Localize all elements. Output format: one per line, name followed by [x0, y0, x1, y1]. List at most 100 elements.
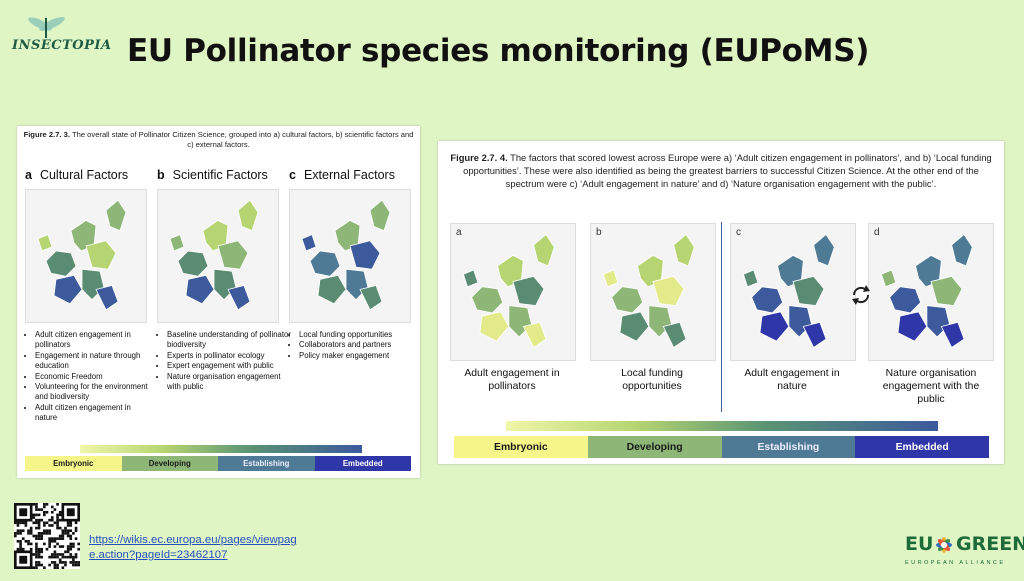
eu-green-text: EU	[905, 533, 934, 555]
map-region	[317, 274, 347, 305]
map-region	[237, 199, 259, 232]
figure-panel-left: Figure 2.7. 3. The overall state of Poll…	[17, 126, 420, 478]
europe-map-cultural	[25, 189, 147, 323]
map-label-d: Nature organisation engagement with the …	[882, 368, 980, 405]
map-label-c: Adult engagement in nature	[744, 368, 840, 392]
europe-map-d	[868, 223, 994, 361]
europe-map-b	[590, 223, 716, 361]
europe-map-graphic	[301, 199, 391, 311]
map-divider	[721, 222, 722, 412]
caption-label: Figure 2.7. 4.	[450, 152, 508, 163]
map-region	[802, 321, 827, 349]
map-region	[930, 275, 963, 307]
map-region	[792, 275, 825, 307]
europe-map-graphic	[880, 233, 973, 349]
list-item: Nature organisation engagement with publ…	[167, 372, 291, 393]
bullet-list-cultural: Adult citizen engagement in pollinators …	[23, 330, 155, 424]
map-region	[533, 233, 555, 267]
list-item: Economic Freedom	[35, 372, 155, 382]
map-region	[880, 269, 897, 288]
europe-map-graphic	[742, 233, 835, 349]
map-region	[217, 240, 249, 270]
caption-label: Figure 2.7. 3.	[23, 130, 70, 139]
section-heading-c: c External Factors	[289, 168, 395, 182]
map-region	[227, 284, 251, 311]
map-region	[185, 274, 215, 305]
insectopia-logo: INSECTOPIA	[12, 14, 111, 62]
europe-map-graphic	[169, 199, 259, 311]
map-region	[45, 250, 77, 277]
map-label-b: Local funding opportunities	[621, 368, 683, 392]
list-item: Engagement in nature through education	[35, 351, 155, 372]
map-region	[759, 311, 790, 342]
europe-map-a	[450, 223, 576, 361]
list-item: Expert engagement with public	[167, 361, 291, 371]
europe-map-graphic	[602, 233, 695, 349]
list-item: Policy maker engagement	[299, 351, 427, 361]
europe-map-graphic	[462, 233, 555, 349]
scale-embedded: Embedded	[855, 436, 989, 458]
logo-text: INSECTOPIA	[12, 38, 112, 53]
list-item: Adult citizen engagement in nature	[35, 403, 155, 424]
scale-establishing: Establishing	[721, 436, 856, 458]
map-region	[951, 233, 973, 267]
page-title: EU Pollinator species monitoring (EUPoMS…	[127, 33, 870, 69]
map-region	[742, 269, 759, 288]
scale-developing: Developing	[121, 456, 218, 471]
europe-map-external	[289, 189, 411, 323]
map-region	[751, 286, 784, 314]
map-region	[479, 311, 510, 342]
eu-green-subtitle: EUROPEAN ALLIANCE	[905, 560, 1006, 566]
caption-text: The factors that scored lowest across Eu…	[463, 152, 992, 189]
scale-embryonic: Embryonic	[454, 436, 588, 458]
figure-caption-right: Figure 2.7. 4. The factors that scored l…	[448, 151, 994, 190]
map-region	[462, 269, 479, 288]
map-region	[301, 234, 317, 252]
map-region	[652, 275, 685, 307]
bullet-list-scientific: Baseline understanding of pollinator bio…	[155, 330, 291, 392]
section-heading-b: b Scientific Factors	[157, 168, 268, 182]
map-region	[611, 286, 644, 314]
list-item: Adult citizen engagement in pollinators	[35, 330, 155, 351]
source-link[interactable]: https://wikis.ec.europa.eu/pages/viewpag…	[89, 533, 329, 563]
list-item: Local funding opportunities	[299, 330, 427, 340]
map-region	[309, 250, 341, 277]
scale-embedded: Embedded	[314, 456, 411, 471]
scale-establishing: Establishing	[218, 456, 315, 471]
map-region	[619, 311, 650, 342]
scale-legend-left: Embryonic Developing Establishing Embedd…	[25, 456, 411, 471]
eu-green-text-green: GREEN	[956, 533, 1024, 555]
map-region	[662, 321, 687, 349]
list-item: Experts in pollinator ecology	[167, 351, 291, 361]
scale-gradient-bar	[80, 445, 362, 453]
map-region	[673, 233, 695, 267]
map-label-a: Adult engagement in pollinators	[464, 368, 560, 392]
figure-panel-right: Figure 2.7. 4. The factors that scored l…	[438, 141, 1004, 464]
map-region	[85, 240, 117, 270]
list-item: Baseline understanding of pollinator bio…	[167, 330, 291, 351]
map-letter-a: a	[456, 227, 462, 238]
map-region	[813, 233, 835, 267]
scale-legend-right: Embryonic Developing Establishing Embedd…	[454, 436, 989, 458]
caption-text: The overall state of Pollinator Citizen …	[70, 130, 414, 149]
link-line-2: e.action?pageId=23462107	[89, 549, 228, 561]
map-region	[512, 275, 545, 307]
map-region	[53, 274, 83, 305]
scale-developing: Developing	[587, 436, 722, 458]
scale-embryonic: Embryonic	[25, 456, 122, 471]
map-letter-b: b	[596, 227, 602, 238]
map-region	[177, 250, 209, 277]
map-region	[349, 240, 381, 270]
map-region	[889, 286, 922, 314]
map-region	[940, 321, 965, 349]
scale-gradient-bar	[506, 421, 938, 431]
map-region	[105, 199, 127, 232]
europe-map-scientific	[157, 189, 279, 323]
swap-cycle-icon	[852, 285, 870, 305]
map-region	[169, 234, 185, 252]
map-region	[359, 284, 383, 311]
section-heading-a: a Cultural Factors	[25, 168, 129, 182]
list-item: Collaborators and partners	[299, 340, 427, 350]
flower-icon	[936, 537, 952, 553]
map-region	[37, 234, 53, 252]
